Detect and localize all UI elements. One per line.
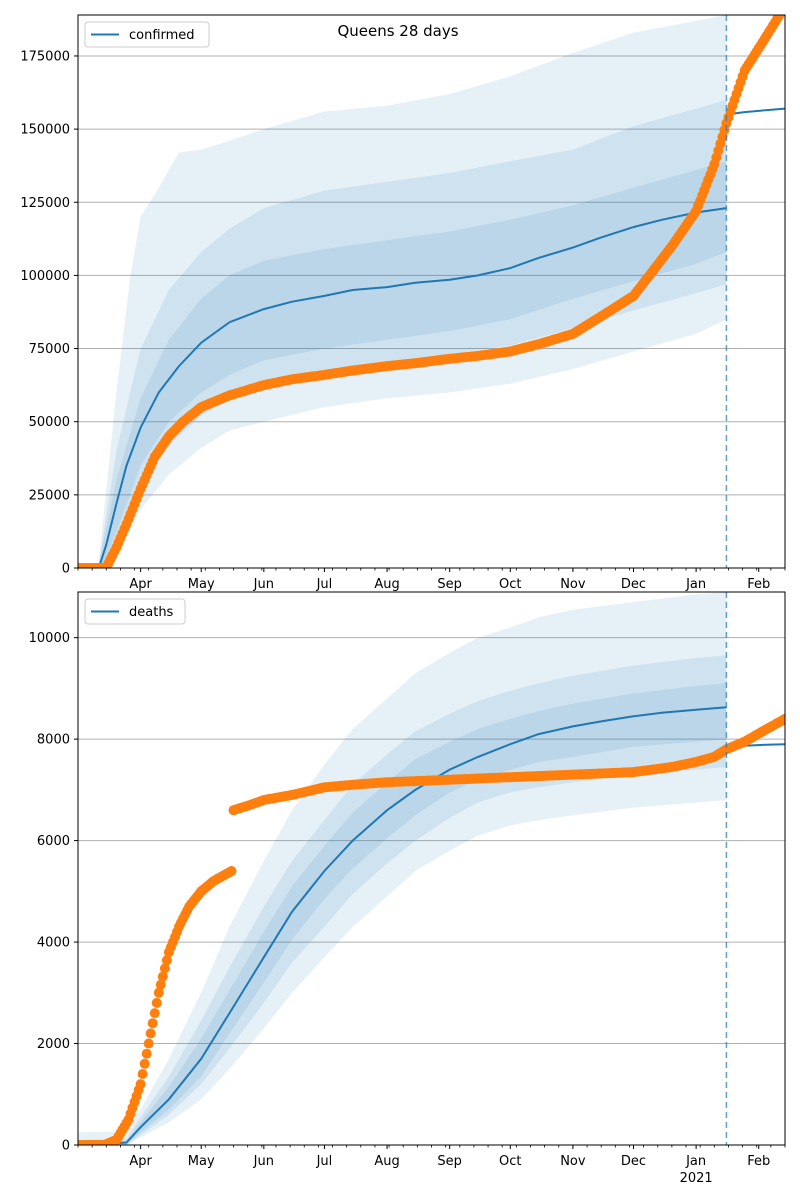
observed-point <box>145 1028 156 1039</box>
legend-box <box>84 598 186 625</box>
x-tick-label: Apr <box>129 1154 152 1169</box>
observed-point <box>226 866 237 876</box>
model-line <box>78 207 727 568</box>
x-tick-label: Jan <box>685 577 706 592</box>
y-tick-label: 10000 <box>29 631 70 646</box>
y-tick-label: 75000 <box>29 342 70 357</box>
y-tick-label: 175000 <box>20 49 70 64</box>
x-tick-label: Feb <box>747 577 770 592</box>
observed-point <box>135 1079 146 1090</box>
observed-point <box>161 955 172 966</box>
uncertainty-band-3 <box>78 161 727 568</box>
x-tick-label: Jan <box>685 1154 706 1169</box>
observed-point <box>776 15 785 18</box>
observed-point <box>153 987 164 998</box>
observed-point <box>139 1058 150 1069</box>
observed-point <box>149 1008 160 1019</box>
y-tick-label: 2000 <box>37 1037 70 1052</box>
observed-point <box>137 1069 148 1079</box>
y-tick-label: 100000 <box>20 269 70 284</box>
x-tick-label: May <box>188 1154 215 1169</box>
observed-point <box>147 1018 158 1029</box>
y-tick-label: 0 <box>62 1139 70 1154</box>
x-tick-label: Nov <box>560 577 586 592</box>
x-tick-label: Dec <box>621 577 646 592</box>
observed-point <box>143 1038 154 1049</box>
x-tick-label: Jul <box>316 577 333 592</box>
x-tick-label: Jun <box>253 577 274 592</box>
model-line <box>78 706 727 1145</box>
y-tick-label: 6000 <box>37 834 70 849</box>
x-tick-label: Apr <box>129 577 152 592</box>
x-tick-label: Sep <box>437 1154 462 1169</box>
y-tick-label: 8000 <box>37 733 70 748</box>
plot-area <box>78 1 790 568</box>
y-tick-label: 50000 <box>29 415 70 430</box>
observed-point <box>159 963 170 974</box>
observed-point <box>141 1048 152 1059</box>
confirmed-panel: 0 25000 50000 75000 100000 125000 150000 175000… <box>20 1 790 592</box>
y-tick-label: 4000 <box>37 936 70 951</box>
x-tick-label: Feb <box>747 1154 770 1169</box>
plot-area <box>78 592 785 1145</box>
x-tick-label: Jul <box>316 1154 333 1169</box>
observed-point <box>155 979 166 990</box>
y-tick-label: 25000 <box>29 488 70 503</box>
observed-point <box>780 1 790 11</box>
y-tick-label: 125000 <box>20 196 70 211</box>
legend-label: confirmed <box>129 28 195 43</box>
legend-label: deaths <box>129 605 174 620</box>
x-tick-label: Aug <box>374 1154 399 1169</box>
x-tick-label: Oct <box>499 577 521 592</box>
observed-point <box>778 5 788 15</box>
x-tick-label: May <box>188 577 215 592</box>
uncertainty-band-1 <box>78 15 727 568</box>
observed-point <box>780 713 785 724</box>
x-tick-label: Sep <box>437 577 462 592</box>
figure-title: Queens 28 days <box>337 22 458 40</box>
uncertainty-band-3 <box>78 683 727 1145</box>
y-tick-label: 150000 <box>20 123 70 138</box>
y-tick-label: 0 <box>62 562 70 577</box>
observed-point <box>157 971 168 982</box>
x-tick-label: Aug <box>374 577 399 592</box>
x-tick-label: Oct <box>499 1154 521 1169</box>
observed-point <box>151 997 162 1008</box>
deaths-panel: 0 2000 4000 6000 8000 10000 Apr May Jun Jul Aug Sep… <box>29 591 786 1186</box>
uncertainty-band-2 <box>78 99 727 568</box>
legend-box <box>84 21 210 48</box>
forecast-line <box>726 107 785 116</box>
uncertainty-band-1 <box>78 592 727 1145</box>
x-tick-label: Nov <box>560 1154 586 1169</box>
x-year-label: 2021 <box>680 1171 713 1186</box>
x-tick-label: Dec <box>621 1154 646 1169</box>
x-tick-label: Jun <box>253 1154 274 1169</box>
